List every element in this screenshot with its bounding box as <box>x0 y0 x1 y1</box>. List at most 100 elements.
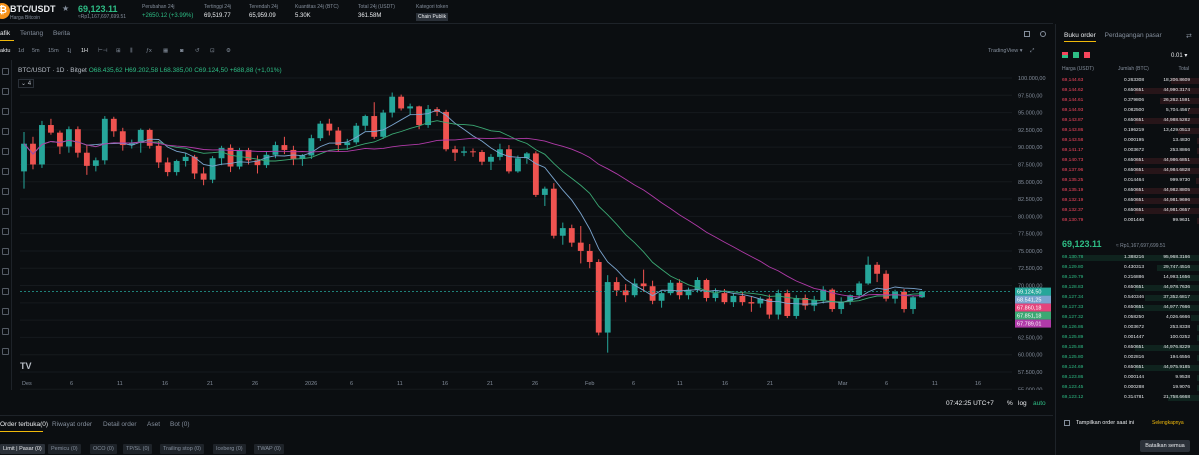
row-qty: 1.388216 <box>1123 255 1144 260</box>
lock-icon[interactable] <box>2 248 9 255</box>
tab-order-history[interactable]: Riwayat order <box>52 421 93 428</box>
expand-icon[interactable]: ⤢ <box>1030 48 1035 54</box>
compare-icon[interactable]: ⊞ <box>116 48 121 54</box>
tab-assets[interactable]: Aset <box>147 421 161 428</box>
ask-row[interactable]: 69,144.93 0.082500 5,704.4567 <box>1056 107 1199 115</box>
bid-row[interactable]: 69,127.32 0.058250 4,026.6666 <box>1056 314 1199 322</box>
category-badge[interactable]: Chain Publik <box>416 13 449 21</box>
tab-news[interactable]: Berita <box>53 30 70 37</box>
crosshair-icon[interactable] <box>2 68 9 75</box>
tab-bots[interactable]: Bot (0) <box>170 421 190 428</box>
view-bids-icon[interactable] <box>1073 52 1079 58</box>
row-total: 44,988.5282 <box>1163 118 1190 123</box>
order-type-oco[interactable]: OCO (0) <box>90 444 117 454</box>
view-both-icon[interactable] <box>1062 52 1068 58</box>
order-type-trigger[interactable]: Pemicu (0) <box>48 444 81 454</box>
timeframe-time[interactable]: aktu <box>0 48 11 54</box>
percent-toggle[interactable]: % <box>1007 400 1013 407</box>
timeframe-15m[interactable]: 15m <box>48 48 59 54</box>
eye-icon[interactable] <box>2 268 9 275</box>
indicator-icon[interactable]: ⊢⊣ <box>98 48 108 54</box>
pattern-icon[interactable] <box>2 128 9 135</box>
ask-row[interactable]: 69,135.25 0.014464 999.9730 <box>1056 177 1199 185</box>
log-toggle[interactable]: log <box>1018 400 1027 407</box>
settings-gear-icon[interactable] <box>1040 31 1046 37</box>
bid-row[interactable]: 69,125.89 0.001447 100.0252 <box>1056 334 1199 342</box>
order-type-tpsl[interactable]: TP/SL (0) <box>123 444 153 454</box>
bid-row[interactable]: 69,128.83 0.650651 44,978.7636 <box>1056 284 1199 292</box>
stay-drawing-icon[interactable] <box>2 348 9 355</box>
ask-row[interactable]: 69,144.63 0.263308 18,206.8609 <box>1056 77 1199 85</box>
layout-icon[interactable]: ▦ <box>163 48 169 54</box>
star-tool-icon[interactable] <box>2 308 9 315</box>
ask-row[interactable]: 69,140.73 0.650651 44,986.6851 <box>1056 157 1199 165</box>
order-type-iceberg[interactable]: Iceberg (0) <box>213 444 246 454</box>
trendline-icon[interactable] <box>2 88 9 95</box>
undo-icon[interactable]: ↺ <box>195 48 200 54</box>
tab-order-detail[interactable]: Detail order <box>103 421 137 428</box>
timeframe-1h[interactable]: 1H <box>81 48 89 54</box>
fullscreen-icon[interactable]: ⊡ <box>210 48 215 54</box>
precision-select[interactable]: 0.01 ▾ <box>1171 53 1188 59</box>
view-asks-icon[interactable] <box>1084 52 1090 58</box>
camera-icon[interactable]: ◙ <box>180 48 184 54</box>
ask-row[interactable]: 69,141.17 0.003672 253.8866 <box>1056 147 1199 155</box>
view-more-link[interactable]: Selengkapnya <box>1152 420 1184 426</box>
timeframe-1d[interactable]: 1d <box>18 48 25 54</box>
bid-row[interactable]: 69,129.79 0.216886 14,993.1656 <box>1056 274 1199 282</box>
tab-about[interactable]: Tentang <box>20 30 44 37</box>
order-type-limit[interactable]: Limit | Pasar (0) <box>0 444 45 454</box>
bid-row[interactable]: 69,125.88 0.650651 44,976.8229 <box>1056 344 1199 352</box>
timeframe-5m[interactable]: 5m <box>32 48 40 54</box>
hide-icon[interactable] <box>2 328 9 335</box>
price-chart[interactable]: 100.000,00 97.500,00 95.000,00 92.500,00 90.… <box>12 60 1053 390</box>
ask-row[interactable]: 69,135.19 0.650651 44,982.8805 <box>1056 187 1199 195</box>
window-icon[interactable] <box>1024 31 1030 37</box>
brush-icon[interactable] <box>2 148 9 155</box>
ask-row[interactable]: 69,132.37 0.650651 44,981.0657 <box>1056 207 1199 215</box>
timeframe-1j[interactable]: 1j <box>67 48 72 54</box>
fx-icon[interactable]: ƒx <box>146 48 152 54</box>
bid-row[interactable]: 69,124.69 0.650651 44,975.9185 <box>1056 364 1199 372</box>
ask-row[interactable]: 69,143.86 0.196219 13,429.0513 <box>1056 127 1199 135</box>
settings-icon[interactable]: ⚙ <box>226 48 231 54</box>
zoom-icon[interactable] <box>2 208 9 215</box>
tab-orderbook[interactable]: Buku order <box>1064 32 1096 42</box>
magnet-icon[interactable] <box>2 228 9 235</box>
tradingview-toggle[interactable]: TradingView ▾ <box>988 48 1023 54</box>
bid-row[interactable]: 69,123.12 0.314781 21,758.6668 <box>1056 394 1199 402</box>
bid-row[interactable]: 69,130.78 1.388216 95,968.3166 <box>1056 254 1199 262</box>
bid-row[interactable]: 69,123.45 0.000288 19.9076 <box>1056 384 1199 392</box>
tab-chart[interactable]: afik <box>0 30 11 37</box>
tab-open-orders[interactable]: Order terbuka(0) <box>0 421 49 428</box>
favorite-star-icon[interactable]: ★ <box>62 4 70 13</box>
measure-icon[interactable] <box>2 188 9 195</box>
order-type-twap[interactable]: TWAP (0) <box>254 444 284 454</box>
bid-row[interactable]: 69,125.80 0.002816 194.6556 <box>1056 354 1199 362</box>
ask-row[interactable]: 69,144.61 0.379806 26,262.1591 <box>1056 97 1199 105</box>
ask-row[interactable]: 69,143.87 0.650651 44,988.5282 <box>1056 117 1199 125</box>
text-tool-icon[interactable] <box>2 168 9 175</box>
ask-row[interactable]: 69,130.79 0.001446 99.9631 <box>1056 217 1199 225</box>
auto-toggle[interactable]: auto <box>1033 400 1046 407</box>
ask-row[interactable]: 69,143.58 0.000195 13.4830 <box>1056 137 1199 145</box>
cancel-all-button[interactable]: Batalkan semua <box>1140 440 1190 452</box>
show-current-checkbox[interactable] <box>1064 420 1070 426</box>
utc-clock[interactable]: 07:42:25 UTC+7 <box>946 400 994 407</box>
bid-row[interactable]: 69,127.34 0.540346 37,352.6817 <box>1056 294 1199 302</box>
ask-row[interactable]: 69,137.96 0.650651 44,984.6828 <box>1056 167 1199 175</box>
candle-type-icon[interactable]: ⫼ <box>130 48 133 54</box>
bid-row[interactable]: 69,129.80 0.430313 29,747.4516 <box>1056 264 1199 272</box>
expand-panel-icon[interactable]: ⇄ <box>1186 33 1192 40</box>
bid-row[interactable]: 69,126.86 0.003672 253.8338 <box>1056 324 1199 332</box>
order-type-trailing[interactable]: Trailing stop (0) <box>160 444 205 454</box>
trash-icon[interactable] <box>2 288 9 295</box>
fib-icon[interactable] <box>2 108 9 115</box>
pair-name[interactable]: BTC/USDT <box>10 4 56 14</box>
bid-row[interactable]: 69,127.33 0.650651 44,977.7666 <box>1056 304 1199 312</box>
bid-row[interactable]: 69,123.86 0.000144 9.9538 <box>1056 374 1199 382</box>
ask-row[interactable]: 69,144.62 0.650651 44,990.3174 <box>1056 87 1199 95</box>
layers-toggle[interactable]: ⌄ 4 <box>18 79 35 88</box>
ask-row[interactable]: 69,132.19 0.650651 44,981.9696 <box>1056 197 1199 205</box>
tab-market-trades[interactable]: Perdagangan pasar <box>1104 32 1162 39</box>
